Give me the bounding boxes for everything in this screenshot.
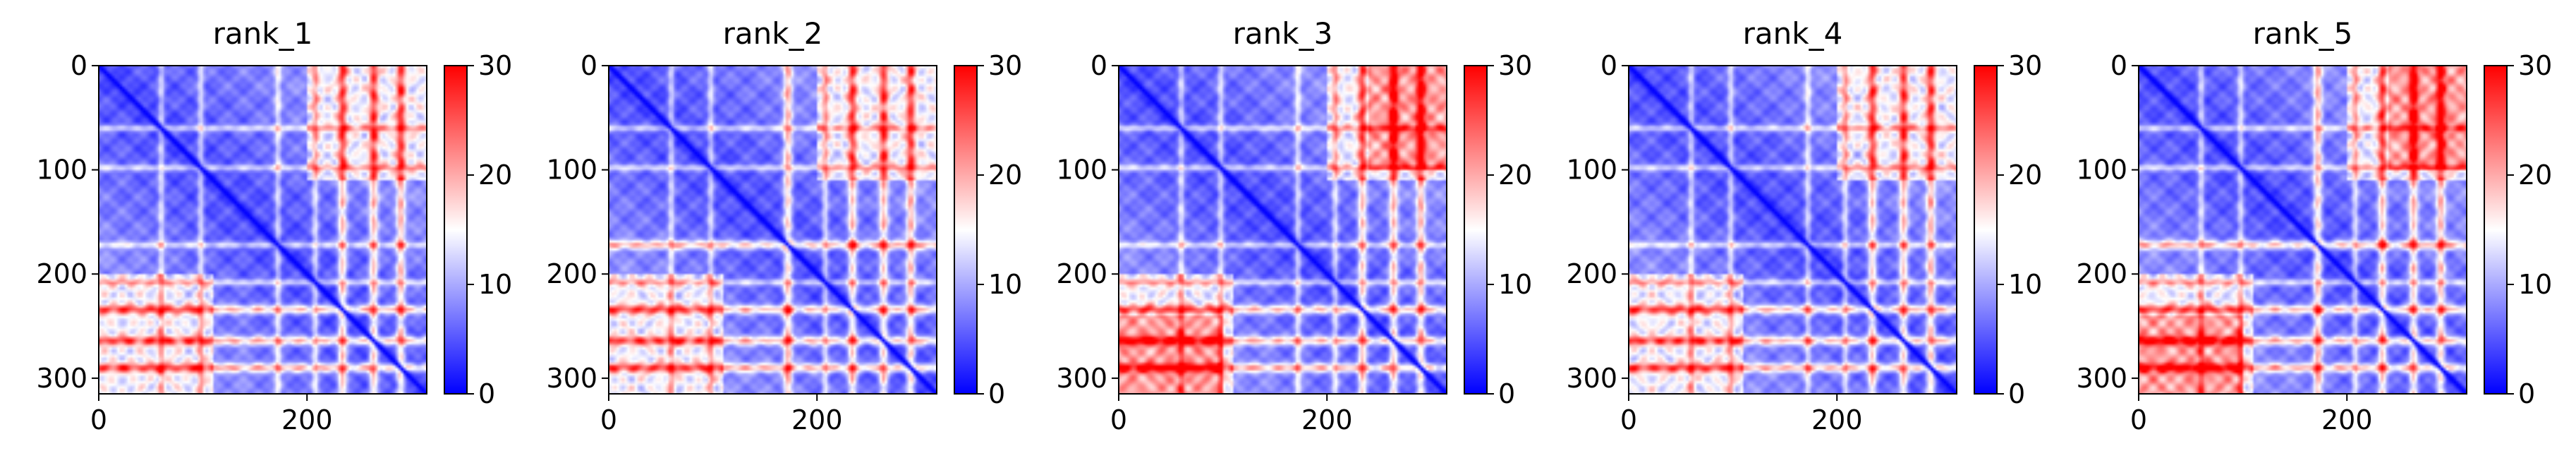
colorbar-tick-label: 20 <box>2008 160 2042 191</box>
y-tick-label: 200 <box>1566 258 1617 289</box>
x-tick-label: 0 <box>2130 404 2147 435</box>
axes-frame <box>1118 65 1447 395</box>
y-tick-label: 200 <box>36 258 87 289</box>
heatmap-image <box>1119 66 1447 394</box>
colorbar-tick-label: 0 <box>478 378 495 409</box>
x-tick-label: 0 <box>1620 404 1637 435</box>
colorbar-tick-label: 20 <box>1498 160 1532 191</box>
colorbar-tick-label: 10 <box>478 269 512 300</box>
heatmap-image <box>2139 66 2467 394</box>
x-tick-label: 200 <box>1811 404 1863 435</box>
colorbar-tick-label: 0 <box>988 378 1005 409</box>
axes-frame <box>98 65 427 395</box>
x-tick-label: 200 <box>791 404 843 435</box>
y-tick-label: 0 <box>2110 50 2127 81</box>
y-tick-label: 0 <box>1600 50 1617 81</box>
y-tick-label: 100 <box>2076 155 2127 186</box>
y-tick-label: 300 <box>1056 363 1107 394</box>
colorbar-tick-label: 30 <box>1498 50 1532 81</box>
y-tick-label: 200 <box>2076 258 2127 289</box>
colorbar-tick-label: 30 <box>2008 50 2042 81</box>
colorbar-tick-label: 10 <box>1498 269 1532 300</box>
axes-frame <box>608 65 937 395</box>
colorbar-frame <box>1974 65 1998 395</box>
colorbar-tick-label: 30 <box>478 50 512 81</box>
colorbar <box>954 66 977 394</box>
heatmap-image <box>609 66 937 394</box>
colorbar-tick-label: 30 <box>2518 50 2552 81</box>
x-tick-label: 0 <box>1110 404 1127 435</box>
colorbar-tick-label: 10 <box>2008 269 2042 300</box>
y-tick-label: 100 <box>1566 155 1617 186</box>
chart-title: rank_3 <box>1233 16 1333 51</box>
y-tick-label: 0 <box>581 50 597 81</box>
y-tick-label: 100 <box>1056 155 1107 186</box>
colorbar-tick-label: 0 <box>1498 378 1515 409</box>
y-tick-label: 300 <box>546 363 597 394</box>
colorbar <box>2484 66 2507 394</box>
y-tick-label: 0 <box>71 50 87 81</box>
y-tick-label: 100 <box>36 155 87 186</box>
heatmap-image <box>99 66 427 394</box>
chart-title: rank_1 <box>213 16 313 51</box>
colorbar-frame <box>444 65 468 395</box>
y-tick-label: 0 <box>1090 50 1107 81</box>
x-tick-label: 0 <box>90 404 107 435</box>
colorbar-frame <box>954 65 978 395</box>
y-tick-label: 300 <box>2076 363 2127 394</box>
chart-title: rank_2 <box>723 16 823 51</box>
x-tick-label: 200 <box>1301 404 1353 435</box>
y-tick-label: 200 <box>1056 258 1107 289</box>
chart-title: rank_5 <box>2253 16 2353 51</box>
axes-frame <box>2138 65 2467 395</box>
colorbar-tick-label: 0 <box>2008 378 2025 409</box>
x-tick-label: 200 <box>2321 404 2373 435</box>
colorbar-tick-label: 30 <box>988 50 1022 81</box>
colorbar-tick-label: 0 <box>2518 378 2535 409</box>
y-tick-label: 200 <box>546 258 597 289</box>
colorbar-frame <box>2484 65 2508 395</box>
x-tick-label: 0 <box>600 404 617 435</box>
colorbar <box>1464 66 1487 394</box>
chart-title: rank_4 <box>1743 16 1843 51</box>
colorbar-tick-label: 10 <box>2518 269 2552 300</box>
colorbar-frame <box>1464 65 1488 395</box>
y-tick-label: 300 <box>36 363 87 394</box>
colorbar-tick-label: 20 <box>478 160 512 191</box>
colorbar-tick-label: 10 <box>988 269 1022 300</box>
colorbar <box>1974 66 1997 394</box>
y-tick-label: 100 <box>546 155 597 186</box>
axes-frame <box>1628 65 1957 395</box>
colorbar-tick-label: 20 <box>2518 160 2552 191</box>
y-tick-label: 300 <box>1566 363 1617 394</box>
colorbar <box>444 66 467 394</box>
x-tick-label: 200 <box>281 404 333 435</box>
heatmap-image <box>1629 66 1957 394</box>
colorbar-tick-label: 20 <box>988 160 1022 191</box>
